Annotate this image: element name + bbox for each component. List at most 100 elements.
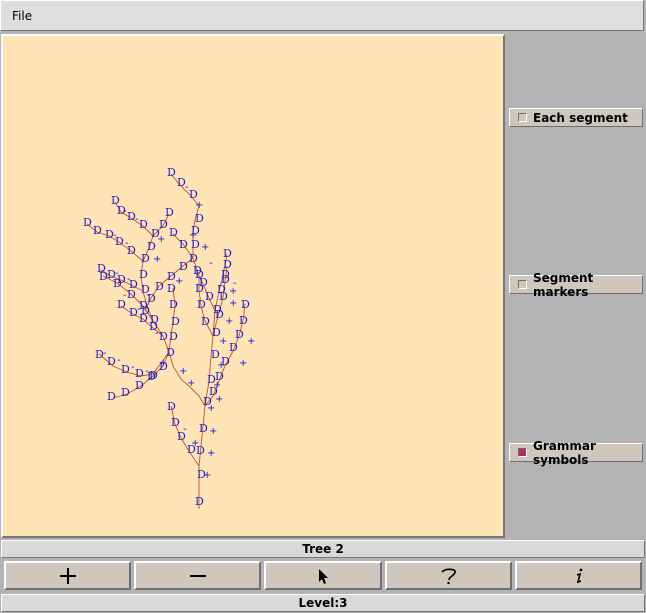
grammar-symbol-d: D	[139, 312, 148, 325]
grammar-symbol-d: D	[239, 314, 248, 327]
grammar-symbol-d: D	[117, 204, 126, 217]
grammar-symbol-mark: +	[217, 360, 225, 371]
tree-branch	[114, 201, 154, 237]
grammar-symbol-mark: -	[183, 424, 187, 435]
grammar-symbol-mark: -	[185, 182, 189, 193]
grammar-symbol-d: D	[150, 313, 159, 326]
grammar-symbol-mark: -	[145, 366, 149, 377]
grammar-symbol-d: D	[113, 277, 122, 290]
grammar-symbol-d: D	[107, 355, 116, 368]
grammar-symbol-d: D	[195, 268, 204, 281]
arrow-cursor-icon	[319, 568, 328, 584]
grammar-symbol-d: D	[149, 320, 158, 333]
grammar-symbol-d: D	[117, 273, 126, 286]
grammar-symbol-mark: +	[179, 366, 187, 377]
grammar-symbol-d: D	[211, 348, 220, 361]
grammar-symbol-d: D	[105, 228, 114, 241]
grammar-symbol-mark: +	[153, 254, 161, 265]
grammar-symbol-d: D	[97, 262, 106, 275]
grammar-symbol-d: D	[195, 212, 204, 225]
grammar-symbol-d: D	[179, 238, 188, 251]
grammar-symbol-mark: +	[187, 378, 195, 389]
grammar-symbol-d: D	[149, 369, 158, 382]
grammar-symbol-d: D	[191, 224, 200, 237]
grammar-symbol-mark: -	[135, 214, 139, 225]
grammar-symbols-toggle[interactable]: Grammar symbols	[509, 439, 643, 467]
grammar-symbol-d: D	[159, 218, 168, 231]
grammar-symbol-d: D	[167, 270, 176, 283]
segment-markers-checkbox[interactable]	[518, 280, 527, 289]
grammar-symbol-mark: +	[195, 200, 203, 211]
segment-markers-label: Segment markers	[533, 270, 594, 299]
tree-branch	[196, 271, 216, 312]
grammar-symbols-label: Grammar symbols	[533, 438, 596, 467]
grammar-symbol-d: D	[169, 298, 178, 311]
grammar-symbol-d: D	[217, 283, 226, 296]
grammar-symbol-d: D	[213, 303, 222, 316]
grammar-symbol-mark: +	[239, 358, 247, 369]
grammar-symbol-mark: +	[247, 336, 255, 347]
grammar-symbol-mark: +	[229, 286, 237, 297]
grammar-symbol-d: D	[241, 298, 250, 311]
grammar-symbol-d: D	[171, 416, 180, 429]
grammar-symbol-d: D	[127, 244, 136, 257]
grammar-symbol-d: D	[197, 468, 206, 481]
grammar-symbol-d: D	[169, 226, 178, 239]
grammar-symbol-d: D	[199, 422, 208, 435]
grammar-symbol-d: D	[219, 290, 228, 303]
tree-branch	[204, 253, 228, 407]
grammar-symbol-d: D	[193, 264, 202, 277]
tree-branch	[98, 351, 170, 377]
grammar-symbols-checkbox[interactable]	[518, 448, 527, 457]
grammar-symbol-d: D	[205, 290, 214, 303]
segment-markers-toggle[interactable]: Segment markers	[509, 271, 643, 299]
grammar-symbol-d: D	[129, 278, 138, 291]
grammar-symbol-mark: +	[219, 336, 227, 347]
grammar-symbol-d: D	[221, 273, 230, 286]
grammar-symbol-d: D	[191, 238, 200, 251]
grammar-symbol-d: D	[141, 283, 150, 296]
grammar-symbol-d: D	[209, 385, 218, 398]
grammar-symbol-d: D	[83, 216, 92, 229]
grammar-symbol-d: D	[223, 247, 232, 260]
grammar-symbol-d: D	[215, 370, 224, 383]
grammar-symbol-d: D	[229, 341, 238, 354]
add-button[interactable]	[4, 561, 131, 590]
each-segment-checkbox[interactable]	[518, 113, 527, 122]
tree-branch	[170, 405, 200, 467]
grammar-symbol-d: D	[155, 280, 164, 293]
each-segment-toggle[interactable]: Each segment	[509, 108, 643, 127]
grammar-symbol-d: D	[165, 206, 174, 219]
grammar-symbol-d: D	[141, 304, 150, 317]
help-button[interactable]	[385, 561, 512, 590]
info-button[interactable]	[515, 561, 642, 590]
grammar-symbol-mark: -	[127, 274, 131, 285]
remove-button[interactable]	[134, 561, 261, 590]
grammar-symbol-d: D	[151, 227, 160, 240]
plus-icon	[59, 567, 76, 584]
grammar-symbol-mark: -	[131, 362, 135, 373]
select-button[interactable]	[264, 561, 382, 590]
menu-file[interactable]: File	[12, 9, 33, 23]
grammar-symbol-mark: -	[123, 206, 127, 217]
grammar-symbol-d: D	[177, 430, 186, 443]
grammar-symbol-d: D	[135, 367, 144, 380]
tree-branch	[170, 173, 200, 258]
tree-branch	[198, 405, 206, 509]
tree-name-label: Tree 2	[1, 540, 645, 558]
grammar-symbol-mark: +	[189, 230, 197, 241]
grammar-symbol-d: D	[167, 166, 176, 179]
grammar-symbol-d: D	[187, 443, 196, 456]
info-icon	[576, 568, 582, 583]
grammar-symbol-mark: -	[209, 258, 213, 269]
grammar-symbol-mark: +	[225, 316, 233, 327]
tree-drawing: DDDDDDDDDDDDDDDDDDDDDDDDDDDDDDDDDDDDDDDD…	[83, 166, 255, 509]
grammar-symbol-d: D	[129, 306, 138, 319]
grammar-symbol-d: D	[159, 360, 168, 373]
grammar-symbol-d: D	[121, 386, 130, 399]
grammar-symbol-mark: +	[207, 403, 215, 414]
grammar-symbol-mark: +	[213, 380, 221, 391]
grammar-symbol-d: D	[207, 373, 216, 386]
grammar-symbol-d: D	[127, 288, 136, 301]
